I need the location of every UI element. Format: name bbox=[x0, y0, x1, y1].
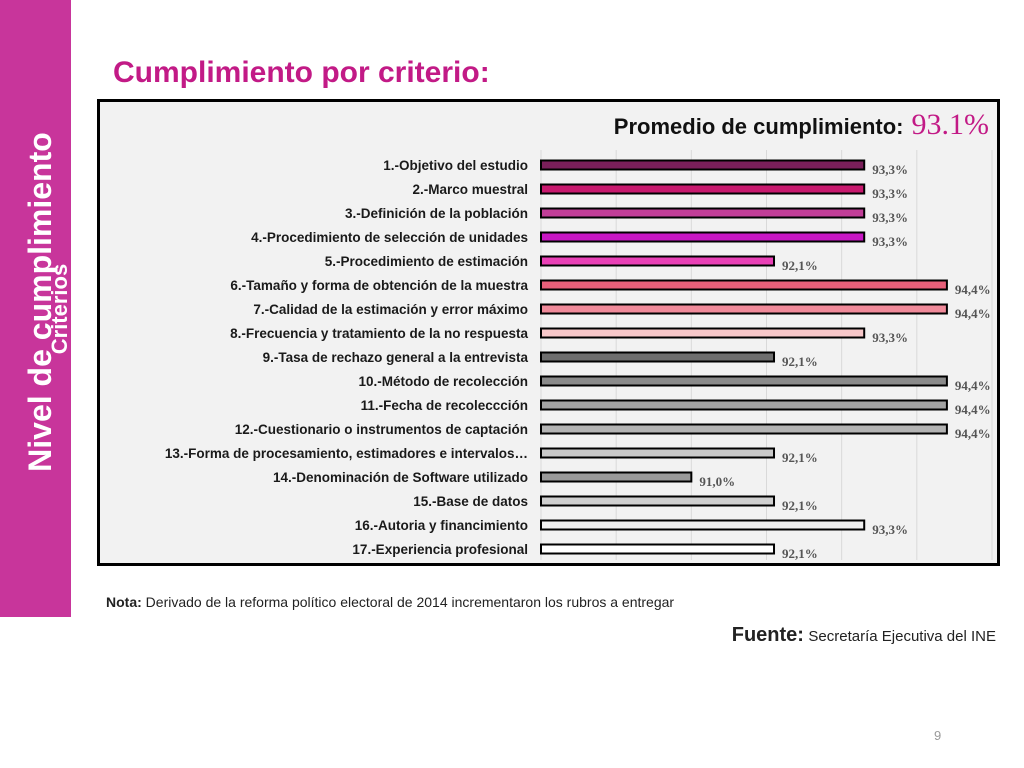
data-label: 93,3% bbox=[872, 234, 908, 249]
bar bbox=[540, 423, 948, 435]
data-label: 92,1% bbox=[782, 498, 818, 513]
category-label: 10.-Método de recolección bbox=[358, 374, 528, 389]
bar bbox=[540, 255, 776, 267]
data-label: 92,1% bbox=[782, 450, 818, 465]
category-label: 1.-Objetivo del estudio bbox=[383, 158, 528, 173]
category-label: 15.-Base de datos bbox=[413, 494, 528, 509]
data-label: 92,1% bbox=[782, 354, 818, 369]
bar bbox=[540, 183, 866, 195]
source-label: Fuente: bbox=[731, 624, 804, 646]
bar bbox=[540, 447, 776, 459]
category-label: 6.-Tamaño y forma de obtención de la mue… bbox=[230, 278, 528, 293]
average-label: Promedio de cumplimiento: bbox=[613, 114, 904, 139]
bar bbox=[540, 279, 948, 291]
chart-frame: 1.-Objetivo del estudio 93,3% 2.-Marco mue… bbox=[97, 99, 1000, 566]
category-label: 14.-Denominación de Software utilizado bbox=[273, 470, 528, 485]
source-text: Secretaría Ejecutiva del INE bbox=[808, 628, 996, 645]
note: Nota: Derivado de la reforma político el… bbox=[106, 594, 674, 610]
data-label: 94,4% bbox=[955, 426, 991, 441]
bar bbox=[540, 303, 948, 315]
source: Fuente: Secretaría Ejecutiva del INE bbox=[732, 624, 996, 647]
page-number: 9 bbox=[934, 728, 942, 743]
bar-chart: 1.-Objetivo del estudio 93,3% 2.-Marco mue… bbox=[165, 150, 993, 561]
category-label: 13.-Forma de procesamiento, estimadores … bbox=[165, 446, 528, 461]
bar bbox=[540, 231, 866, 243]
category-label: 5.-Procedimiento de estimación bbox=[325, 254, 528, 269]
bar bbox=[540, 207, 866, 219]
average-box: Promedio de cumplimiento: 93.1% bbox=[614, 108, 989, 142]
page-title: Cumplimiento por criterio: bbox=[113, 56, 490, 89]
category-label: 12.-Cuestionario o instrumentos de capta… bbox=[235, 422, 528, 437]
average-value: 93.1% bbox=[911, 108, 990, 141]
data-label: 93,3% bbox=[872, 186, 908, 201]
bar bbox=[540, 495, 776, 507]
data-label: 93,3% bbox=[872, 330, 908, 345]
category-label: 4.-Procedimiento de selección de unidade… bbox=[251, 230, 528, 245]
data-label: 94,4% bbox=[955, 378, 991, 393]
category-label: 9.-Tasa de rechazo general a la entrevis… bbox=[263, 350, 529, 365]
bar bbox=[540, 399, 948, 411]
category-label: 2.-Marco muestral bbox=[412, 182, 528, 197]
category-label: 11.-Fecha de recoleccción bbox=[361, 398, 528, 413]
data-label: 94,4% bbox=[955, 282, 991, 297]
bar bbox=[540, 351, 776, 363]
bar bbox=[540, 543, 776, 555]
category-label: 7.-Calidad de la estimación y error máxi… bbox=[253, 302, 528, 317]
data-label: 93,3% bbox=[872, 522, 908, 537]
data-label: 91,0% bbox=[699, 474, 735, 489]
data-label: 94,4% bbox=[955, 402, 991, 417]
note-text: Derivado de la reforma político electora… bbox=[145, 594, 675, 610]
sidebar: Nivel de cumplimiento Criterios bbox=[0, 0, 72, 617]
sidebar-subtitle: Criterios bbox=[47, 263, 72, 355]
data-label: 92,1% bbox=[782, 546, 818, 561]
bar bbox=[540, 159, 866, 171]
data-label: 92,1% bbox=[782, 258, 818, 273]
category-label: 16.-Autoria y financimiento bbox=[355, 518, 528, 533]
note-label: Nota: bbox=[106, 594, 142, 610]
category-label: 17.-Experiencia profesional bbox=[352, 542, 528, 557]
category-label: 3.-Definición de la población bbox=[345, 206, 528, 221]
category-label: 8.-Frecuencia y tratamiento de la no res… bbox=[230, 326, 528, 341]
data-label: 93,3% bbox=[872, 210, 908, 225]
bar bbox=[540, 327, 866, 339]
bar bbox=[540, 375, 948, 387]
bar bbox=[540, 471, 693, 483]
bar bbox=[540, 519, 866, 531]
data-label: 93,3% bbox=[872, 162, 908, 177]
data-label: 94,4% bbox=[955, 306, 991, 321]
